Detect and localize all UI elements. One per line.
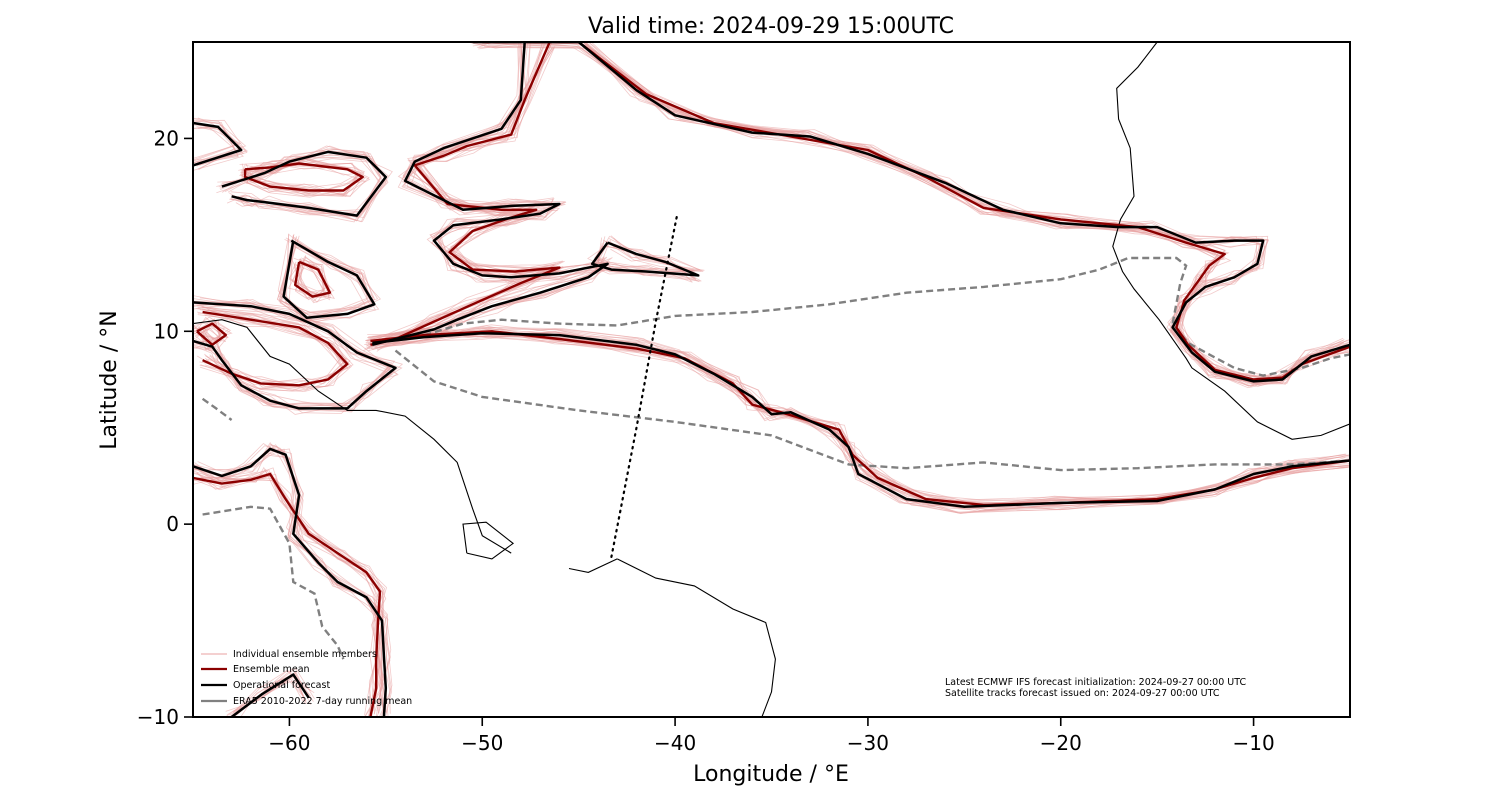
y-axis-label: Latitude / °N [97, 310, 122, 449]
ensemble-member-line [194, 445, 391, 717]
operational-contour [221, 150, 388, 217]
era5-contour [394, 349, 1350, 472]
operational-contour [193, 301, 397, 410]
coastlines [193, 42, 1350, 717]
ensemble-mean-contour [294, 260, 332, 298]
operational-contour [590, 241, 700, 277]
ensemble-member-line [369, 46, 559, 344]
ensemble-mean-contour [370, 42, 561, 346]
y-axis-ticks: −10 0 10 20 [137, 126, 193, 729]
annotation-initialization: Latest ECMWF IFS forecast initialization… [945, 677, 1246, 688]
coastline [568, 558, 618, 573]
era5-contour [201, 397, 233, 421]
era5-contour [424, 256, 1350, 377]
ensemble-member-line [584, 42, 1350, 384]
plot-frame [192, 41, 1351, 718]
operational-contour [193, 121, 243, 167]
ensemble-mean-contour [202, 310, 349, 387]
ensemble-member-line [217, 150, 389, 216]
ensemble-member-line [297, 258, 333, 299]
x-tick-label: −50 [461, 731, 503, 755]
era5-contour [202, 505, 345, 660]
era5-mean-contours [201, 256, 1350, 660]
x-tick-label: −60 [268, 731, 310, 755]
ensemble-mean-contour [193, 472, 382, 717]
x-tick-label: −30 [847, 731, 889, 755]
coastline [462, 521, 515, 560]
legend-label-mean: Ensemble mean [233, 664, 310, 675]
ensemble-member-line [197, 454, 384, 717]
legend: Individual ensemble members Ensemble mea… [201, 649, 412, 707]
x-tick-label: −40 [654, 731, 696, 755]
ensemble-member-line [193, 327, 227, 342]
y-tick-label: 0 [166, 512, 179, 536]
ensemble-member-line [290, 258, 327, 296]
ensemble-member-line [193, 297, 403, 406]
x-axis-ticks: −60 −50 −40 −30 −20 −10 [268, 717, 1275, 755]
coastline [616, 558, 776, 717]
ensemble-member-line [278, 246, 368, 318]
ensemble-member-line [278, 234, 375, 324]
ensemble-member-line [367, 42, 611, 352]
x-tick-label: −10 [1232, 731, 1274, 755]
operational-contour [193, 447, 388, 717]
operational-contour [371, 42, 609, 347]
ensemble-member-line [200, 309, 354, 390]
operational-forecast-contours [193, 42, 1350, 717]
operational-contour [282, 239, 376, 320]
satellite-track [610, 214, 679, 558]
legend-label-operational: Operational forecast [233, 680, 330, 691]
operational-contour [372, 331, 1350, 509]
coastline [1112, 42, 1350, 440]
satellite-track-line [610, 214, 679, 558]
ensemble-mean-contour [196, 322, 227, 346]
legend-label-era5: ERA5 2010-2022 7-day running mean [233, 696, 412, 707]
ensemble-member-line [193, 326, 225, 342]
ensemble-member-line [277, 240, 369, 319]
operational-contour [472, 42, 1350, 383]
ensemble-mean-contour [243, 162, 364, 192]
y-tick-label: 20 [154, 126, 179, 150]
ensemble-member-line [216, 153, 393, 219]
ensemble-mean-contour [482, 42, 1350, 381]
ensemble-member-line [199, 309, 348, 387]
operational-contour [230, 673, 310, 717]
ensemble-member-line [285, 233, 374, 317]
ensemble-member-line [195, 119, 248, 166]
x-tick-label: −20 [1040, 731, 1082, 755]
x-axis-label: Longitude / °E [693, 762, 849, 787]
coastline [193, 319, 512, 554]
ensemble-member-line [193, 120, 247, 163]
annotation-satellite-issue: Satellite tracks forecast issued on: 202… [945, 688, 1220, 699]
y-tick-label: −10 [137, 705, 179, 729]
ensemble-member-line [374, 330, 1350, 510]
y-tick-label: 10 [154, 319, 179, 343]
ensemble-member-line [221, 157, 388, 222]
legend-label-members: Individual ensemble members [233, 649, 377, 660]
ensemble-member-line [376, 327, 1350, 514]
chart-title: Valid time: 2024-09-29 15:00UTC [588, 14, 954, 39]
